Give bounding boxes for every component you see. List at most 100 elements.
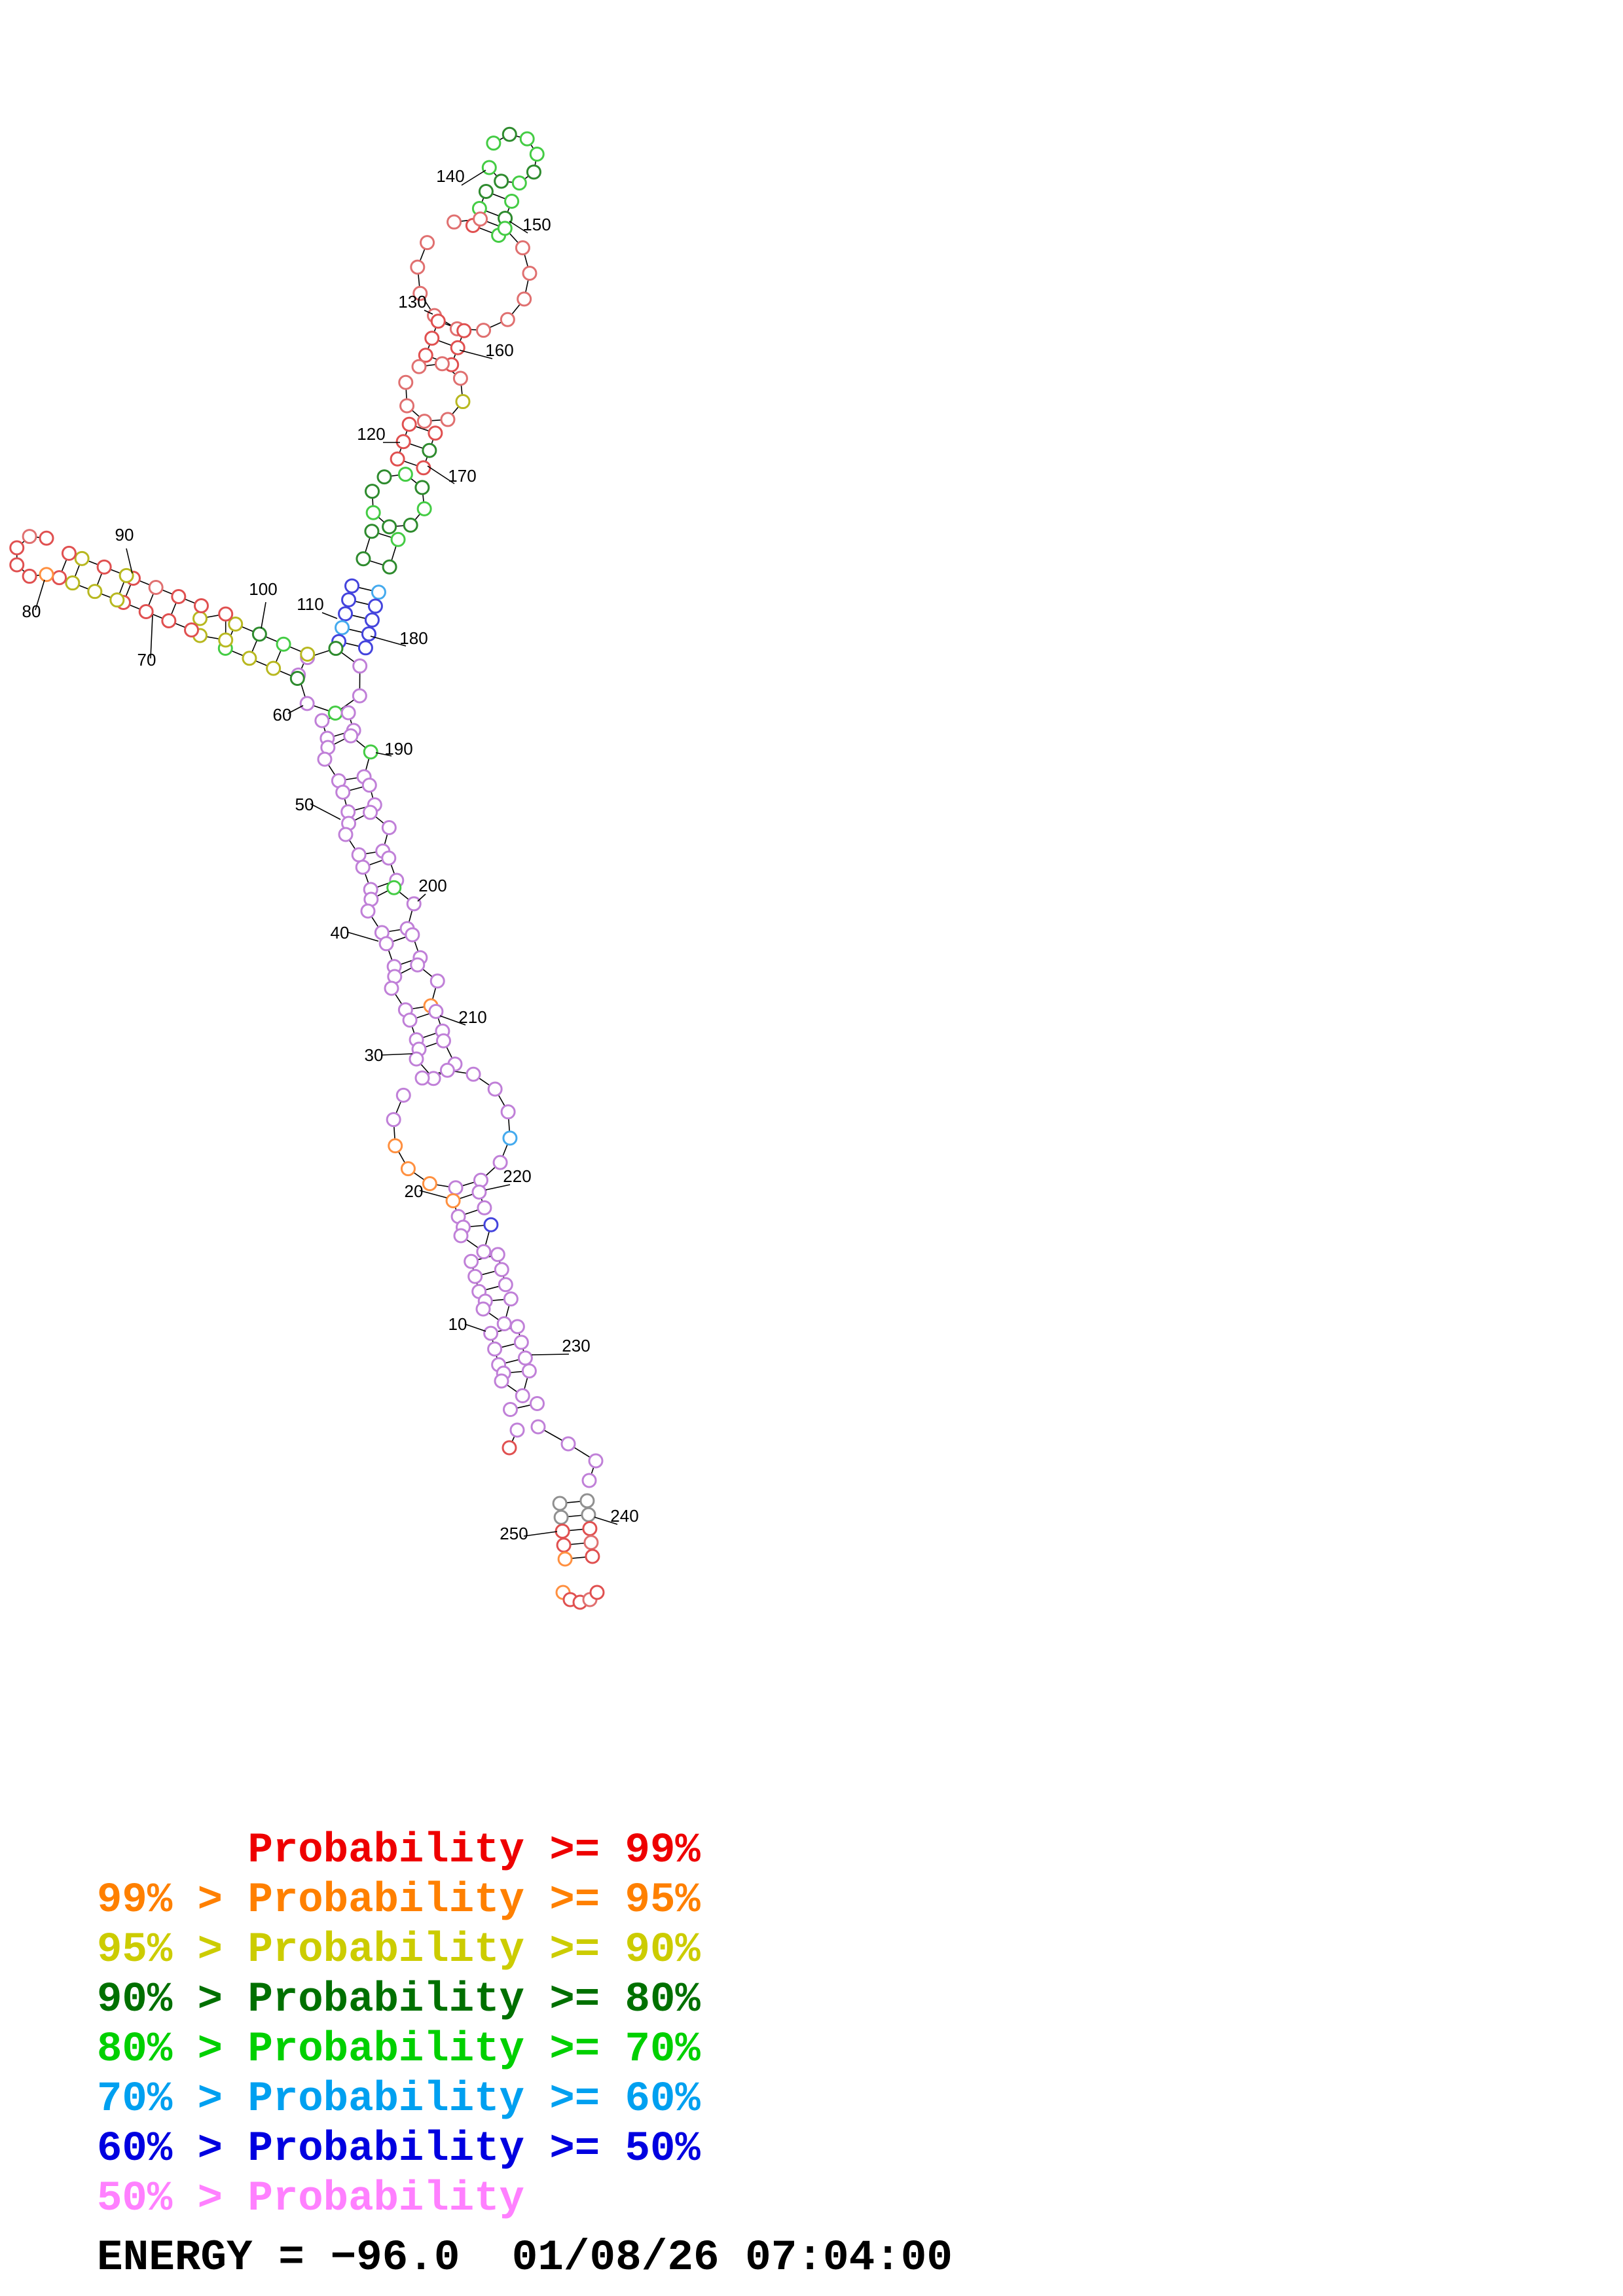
nucleotide	[557, 1551, 573, 1567]
nucleotide	[300, 647, 316, 662]
nucleotide	[402, 1013, 418, 1028]
nucleotide	[582, 1521, 598, 1537]
nucleotide	[530, 1419, 546, 1435]
nucleotide	[552, 1496, 568, 1511]
nucleotide	[503, 1291, 519, 1307]
label-leader-line	[261, 601, 266, 629]
label-leader-line	[594, 1516, 618, 1525]
label-leader-line	[126, 548, 133, 574]
nucleotide	[452, 370, 468, 386]
label-leader-line	[370, 636, 407, 647]
nucleotide	[381, 850, 397, 866]
nucleotide	[109, 592, 125, 608]
nucleotide	[367, 598, 383, 614]
nucleotide	[251, 626, 267, 642]
nucleotide	[390, 531, 406, 547]
nucleotide	[405, 927, 420, 942]
position-label: 210	[458, 1007, 486, 1027]
position-label: 150	[522, 215, 551, 234]
nucleotide	[39, 530, 54, 546]
nucleotide	[483, 1217, 499, 1232]
nucleotide	[365, 484, 380, 499]
legend-entry: 70% > Probability >= 60%	[97, 2076, 701, 2123]
position-label: 160	[485, 340, 513, 360]
nucleotide	[409, 1051, 424, 1067]
position-label: 30	[365, 1045, 384, 1065]
nucleotide	[338, 827, 354, 842]
nucleotide	[515, 240, 530, 256]
label-leader-line	[427, 465, 455, 484]
label-leader-line	[321, 612, 338, 619]
nucleotide	[585, 1549, 600, 1564]
nucleotide	[360, 903, 376, 919]
nucleotide	[289, 670, 305, 686]
nucleotide	[429, 973, 445, 989]
nucleotide	[456, 323, 472, 338]
nucleotide	[74, 550, 90, 566]
position-label: 60	[273, 705, 292, 725]
nucleotide	[328, 641, 344, 656]
nucleotide	[218, 606, 234, 622]
label-leader-line	[419, 1190, 447, 1198]
nucleotide	[473, 211, 488, 227]
label-leader-line	[459, 350, 493, 359]
position-label: 90	[115, 525, 134, 545]
label-leader-line	[380, 1053, 413, 1056]
label-leader-line	[523, 1531, 558, 1537]
nucleotide	[395, 434, 411, 450]
nucleotide	[487, 1081, 503, 1097]
nucleotide	[171, 588, 187, 604]
position-label: 230	[562, 1336, 590, 1355]
nucleotide	[9, 540, 25, 556]
nucleotide	[445, 1193, 461, 1209]
nucleotide	[138, 604, 154, 620]
nucleotide	[416, 414, 432, 429]
nucleotide	[483, 1325, 499, 1341]
nucleotide	[581, 1507, 596, 1522]
nucleotide	[363, 744, 378, 760]
label-leader-line	[509, 221, 528, 234]
position-label: 40	[331, 923, 350, 942]
nucleotide	[52, 570, 67, 586]
nucleotide	[356, 551, 371, 567]
nucleotide	[381, 819, 397, 835]
nucleotide	[335, 784, 351, 800]
nucleotide	[553, 1509, 569, 1525]
nucleotide	[335, 620, 350, 636]
position-label: 130	[398, 292, 426, 312]
nucleotide	[556, 1537, 572, 1553]
nucleotide	[486, 135, 501, 151]
position-label: 190	[384, 739, 412, 759]
position-label: 220	[503, 1166, 531, 1186]
nucleotide	[428, 1003, 444, 1019]
nucleotide	[119, 567, 134, 583]
nucleotide	[412, 285, 428, 301]
nucleotide	[517, 291, 532, 307]
nucleotide	[422, 442, 437, 458]
nucleotide	[351, 847, 367, 863]
legend-entry: 90% > Probability >= 80%	[97, 1977, 701, 2024]
nucleotide	[500, 312, 515, 327]
nucleotide	[448, 1180, 464, 1196]
nucleotide	[343, 728, 359, 744]
nucleotide	[386, 880, 402, 895]
label-leader-line	[461, 170, 486, 186]
nucleotide	[184, 622, 200, 638]
nucleotide	[61, 545, 77, 561]
nucleotide	[422, 1175, 437, 1191]
label-leader-line	[531, 1354, 570, 1355]
legend-entry: 60% > Probability >= 50%	[97, 2126, 701, 2173]
nucleotide	[529, 146, 545, 162]
nucleotide	[502, 1130, 518, 1146]
nucleotide	[388, 1138, 403, 1154]
nucleotide	[430, 314, 446, 329]
label-leader-line	[287, 705, 304, 714]
nucleotide	[434, 356, 450, 372]
nucleotide	[193, 598, 209, 613]
nucleotide	[428, 425, 443, 441]
nucleotide	[450, 340, 465, 355]
nucleotide	[529, 1395, 545, 1411]
nucleotide	[357, 640, 373, 656]
nucleotide	[498, 1277, 513, 1293]
